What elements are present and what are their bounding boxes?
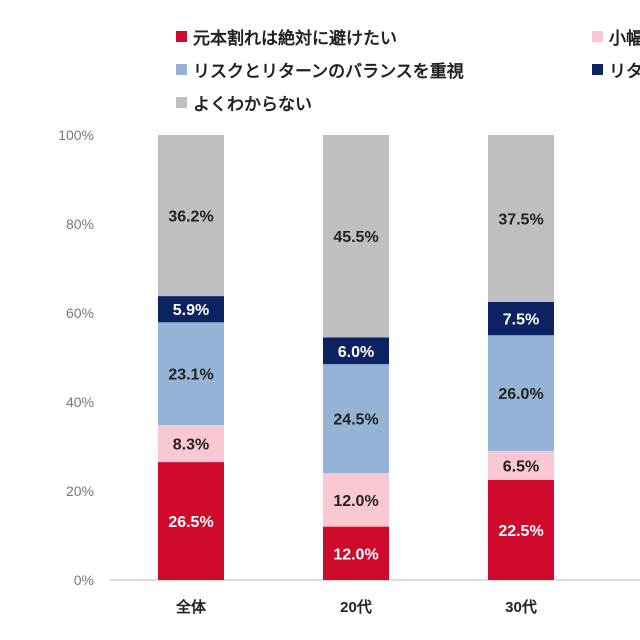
bar-segment bbox=[158, 462, 224, 580]
y-tick-label: 60% bbox=[66, 305, 94, 321]
legend-label: 元本割れは絶対に避けたい bbox=[193, 29, 397, 48]
bar-segment bbox=[488, 335, 554, 451]
data-label: 6.5% bbox=[503, 458, 539, 475]
x-tick-label: 全体 bbox=[175, 598, 207, 616]
data-label: 45.5% bbox=[333, 229, 378, 246]
bar-segment bbox=[323, 135, 389, 338]
legend-swatch bbox=[176, 64, 187, 75]
legend-label: よくわからない bbox=[193, 95, 312, 114]
data-label: 24.5% bbox=[333, 412, 378, 429]
legend-swatch bbox=[592, 31, 603, 42]
y-tick-label: 40% bbox=[66, 394, 94, 410]
legend-label: 小幅 bbox=[609, 29, 640, 48]
bar-segment bbox=[488, 135, 554, 302]
bar-segment bbox=[323, 364, 389, 474]
legend-item-4: よくわからない bbox=[176, 90, 312, 115]
x-tick-label: 20代 bbox=[340, 598, 372, 616]
y-tick-label: 80% bbox=[66, 216, 94, 232]
legend-item-2: リスクとリターンのバランスを重視 bbox=[176, 57, 464, 82]
legend-swatch bbox=[592, 64, 603, 75]
legend-item-0: 元本割れは絶対に避けたい bbox=[176, 24, 397, 49]
legend-item-1: 小幅 bbox=[592, 24, 640, 49]
legend-label: リタ bbox=[609, 62, 640, 81]
legend-label: リスクとリターンのバランスを重視 bbox=[193, 62, 464, 81]
data-label: 7.5% bbox=[503, 312, 539, 329]
bar-segment bbox=[323, 526, 389, 580]
data-label: 36.2% bbox=[168, 209, 213, 226]
bar-segment bbox=[323, 337, 389, 365]
data-label: 37.5% bbox=[498, 211, 543, 228]
bar-segment bbox=[158, 425, 224, 463]
data-label: 6.0% bbox=[338, 344, 374, 361]
bar-segment bbox=[158, 296, 224, 323]
legend-swatch bbox=[176, 97, 187, 108]
y-tick-label: 20% bbox=[66, 483, 94, 499]
legend-item-3: リタ bbox=[592, 57, 640, 82]
bar-segment bbox=[323, 473, 389, 527]
data-label: 22.5% bbox=[498, 523, 543, 540]
data-label: 8.3% bbox=[173, 437, 209, 454]
bar-segment bbox=[158, 135, 224, 297]
data-label: 5.9% bbox=[173, 302, 209, 319]
data-label: 12.0% bbox=[333, 493, 378, 510]
bar-segment bbox=[488, 301, 554, 336]
bar-segment bbox=[488, 479, 554, 580]
x-tick-label: 30代 bbox=[505, 598, 537, 616]
bar-segment bbox=[158, 322, 224, 426]
data-label: 26.5% bbox=[168, 514, 213, 531]
y-tick-label: 0% bbox=[74, 572, 94, 588]
data-label: 26.0% bbox=[498, 386, 543, 403]
legend-swatch bbox=[176, 31, 187, 42]
data-label: 23.1% bbox=[168, 367, 213, 384]
bar-segment bbox=[488, 450, 554, 480]
data-label: 12.0% bbox=[333, 546, 378, 563]
y-tick-label: 100% bbox=[58, 127, 94, 143]
